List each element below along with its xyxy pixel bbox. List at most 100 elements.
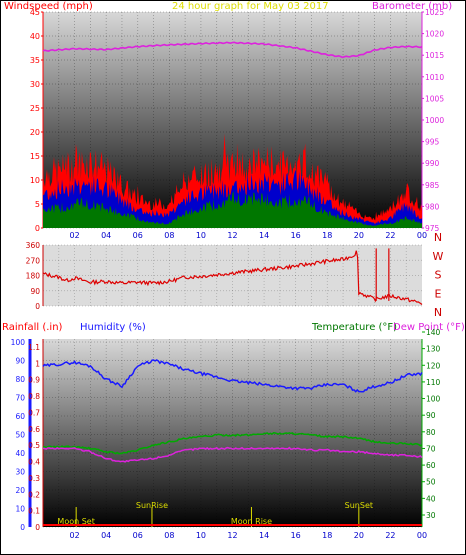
windspeed-tick-label: 45 xyxy=(30,8,40,17)
windspeed-tick-label: 30 xyxy=(30,80,40,89)
humidity-tick-label: 60 xyxy=(15,412,25,421)
humidity-x-tick-label: 20 xyxy=(354,531,364,540)
temperature-line xyxy=(42,432,423,455)
humidity-x-tick-label: 12 xyxy=(227,531,237,540)
direction-plot-grid xyxy=(42,244,422,307)
wind-x-tick-label: 00 xyxy=(417,231,427,240)
humidity-tick-label: 20 xyxy=(15,486,25,495)
windspeed-tick-label: 25 xyxy=(30,104,40,113)
wind-x-tick-label: 02 xyxy=(69,231,79,240)
humidity-x-tick-label: 18 xyxy=(322,531,332,540)
rainfall-tick-label: 0 xyxy=(35,523,40,532)
wind-minimum-area xyxy=(43,191,422,228)
windspeed-tick-labels: 0 5 10 15 20 25 30 35 40 45 xyxy=(30,8,40,233)
windspeed-tick-label: 0 xyxy=(35,224,40,233)
rainfall-tick-label: 0.1 xyxy=(28,507,40,516)
wind-x-tick-label: 18 xyxy=(322,231,332,240)
rainfall-tick-label: 0.7 xyxy=(28,408,40,417)
wind-x-tick-label: 06 xyxy=(133,231,143,240)
rainfall-tick-labels: 0 0.1 0.2 0.3 0.4 0.5 0.6 0.7 0.8 0.9 1 1.1 xyxy=(28,343,40,532)
humidity-tick-label: 50 xyxy=(15,431,25,440)
humidity-x-tick-label: 14 xyxy=(259,531,269,540)
barometer-tick-labels: 975 980 985 990 995 1000 1005 1010 1015 1020 1025 xyxy=(425,8,444,233)
barometer-tick-label: 985 xyxy=(425,181,440,190)
windspeed-tick-label: 5 xyxy=(35,200,40,209)
compass-label: S xyxy=(435,269,442,282)
rainfall-tick-label: 0.9 xyxy=(28,376,40,385)
temperature-tick-label: 60 xyxy=(426,461,436,470)
rainfall-tick-label: 0.8 xyxy=(28,392,40,401)
rainfall-tick-label: 1 xyxy=(35,359,40,368)
barometer-tick-label: 1000 xyxy=(425,116,444,125)
barometer-tick-label: 1015 xyxy=(425,51,444,60)
rainfall-tick-label: 1.1 xyxy=(28,343,40,352)
temperature-tick-label: 130 xyxy=(426,345,441,354)
temperature-tick-label: 110 xyxy=(426,378,441,387)
humidity-tick-label: 80 xyxy=(15,375,25,384)
wind-x-tick-labels: 02 04 06 08 10 12 14 16 18 20 22 00 xyxy=(69,231,427,240)
barometer-tick-label: 1005 xyxy=(425,94,444,103)
humidity-x-tick-label: 10 xyxy=(196,531,206,540)
barometer-line xyxy=(42,41,423,59)
dewpoint-axis-label: Dew Point (°F) xyxy=(393,322,465,333)
humidity-x-tick-label: 00 xyxy=(417,531,427,540)
humidity-x-tick-label: 08 xyxy=(164,531,174,540)
temperature-axis-label: Temperature (°F) xyxy=(311,322,397,333)
temperature-tick-label: 80 xyxy=(426,428,436,437)
rainfall-axis-label: Rainfall (.in) xyxy=(2,322,63,333)
direction-series xyxy=(42,248,423,305)
windspeed-axis-label: Windspeed (mph) xyxy=(4,1,93,12)
temperature-tick-label: 100 xyxy=(426,395,441,404)
humidity-x-tick-label: 22 xyxy=(385,531,395,540)
compass-label: W xyxy=(433,250,444,263)
barometer-axis-label: Barometer (mb) xyxy=(372,1,452,12)
humidity-tick-label: 90 xyxy=(15,357,25,366)
barometer-tick-label: 1025 xyxy=(425,8,444,17)
rainfall-tick-label: 0.3 xyxy=(28,474,40,483)
sunrise-label: SunRise xyxy=(136,501,168,510)
direction-tick-label: 180 xyxy=(26,272,41,281)
humidity-x-tick-label: 02 xyxy=(69,531,79,540)
wind-x-tick-label: 16 xyxy=(291,231,301,240)
astronomical-annotations: Moon Set SunRise Moon Rise SunSet xyxy=(57,501,373,526)
windspeed-tick-label: 20 xyxy=(30,128,40,137)
wind-x-tick-label: 14 xyxy=(259,231,269,240)
moon-set-label: Moon Set xyxy=(57,517,94,526)
direction-tick-label: 0 xyxy=(35,302,40,311)
wind-x-tick-label: 08 xyxy=(164,231,174,240)
temperature-tick-label: 40 xyxy=(426,494,436,503)
sunset-label: SunSet xyxy=(345,501,373,510)
humidity-tick-labels: 0 10 20 30 40 50 60 70 80 90 100 xyxy=(11,338,26,532)
temperature-tick-label: 120 xyxy=(426,361,441,370)
direction-plot-background xyxy=(43,245,422,306)
humidity-line xyxy=(42,359,423,393)
compass-label: N xyxy=(434,306,442,319)
humidity-axis-label: Humidity (%) xyxy=(80,322,146,333)
temperature-tick-label: 140 xyxy=(426,328,441,337)
temperature-tick-label: 70 xyxy=(426,444,436,453)
wind-x-tick-label: 10 xyxy=(196,231,206,240)
wind-series xyxy=(42,41,423,228)
windspeed-tick-label: 15 xyxy=(30,152,40,161)
humidity-tick-label: 0 xyxy=(20,523,25,532)
barometer-tick-label: 975 xyxy=(425,224,440,233)
rainfall-tick-label: 0.2 xyxy=(28,490,40,499)
humidity-tick-label: 100 xyxy=(11,338,26,347)
wind-direction-line xyxy=(42,250,423,305)
wind-x-tick-label: 04 xyxy=(101,231,111,240)
windspeed-tick-label: 40 xyxy=(30,32,40,41)
compass-label: E xyxy=(435,287,442,300)
humidity-tick-label: 10 xyxy=(15,505,25,514)
moon-rise-label: Moon Rise xyxy=(231,517,272,526)
wind-x-tick-label: 22 xyxy=(385,231,395,240)
direction-tick-label: 360 xyxy=(26,241,41,250)
rainfall-tick-label: 0.6 xyxy=(28,425,40,434)
windspeed-tick-label: 10 xyxy=(30,176,40,185)
rainfall-tick-label: 0.5 xyxy=(28,441,40,450)
dewpoint-line xyxy=(42,446,423,463)
